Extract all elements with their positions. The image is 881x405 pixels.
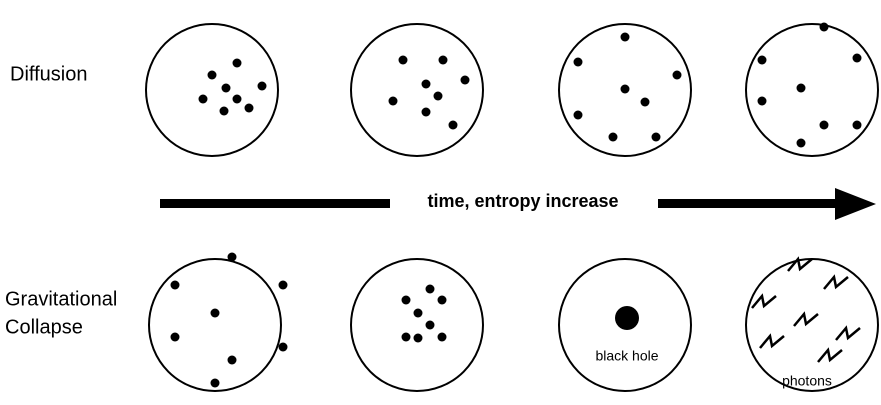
photon <box>823 274 849 290</box>
dot <box>620 32 630 42</box>
black-hole <box>615 306 639 330</box>
dot <box>232 94 242 104</box>
dot <box>573 57 583 67</box>
row-label: Diffusion <box>10 63 87 85</box>
dot <box>460 75 470 85</box>
dot <box>401 295 411 305</box>
dot <box>198 94 208 104</box>
dot <box>852 120 862 130</box>
dot <box>421 79 431 89</box>
photon <box>835 325 861 341</box>
photon <box>793 311 819 327</box>
annotation: black hole <box>595 348 658 364</box>
circle <box>558 23 692 157</box>
dot <box>413 308 423 318</box>
dot <box>438 55 448 65</box>
dot <box>170 332 180 342</box>
circle <box>745 258 879 392</box>
dot <box>672 70 682 80</box>
dot <box>210 378 220 388</box>
arrow-label: time, entropy increase <box>427 191 618 211</box>
dot <box>227 252 237 262</box>
dot <box>244 103 254 113</box>
photon <box>817 347 843 363</box>
dot <box>388 96 398 106</box>
dot <box>757 96 767 106</box>
dot <box>398 55 408 65</box>
dot <box>796 138 806 148</box>
dot <box>437 332 447 342</box>
circle <box>148 258 282 392</box>
dot <box>210 308 220 318</box>
dot <box>425 284 435 294</box>
dot <box>232 58 242 68</box>
dot <box>640 97 650 107</box>
dot <box>425 320 435 330</box>
dot <box>608 132 618 142</box>
row-label: Collapse <box>5 316 83 338</box>
dot <box>437 295 447 305</box>
dot <box>448 120 458 130</box>
circle <box>350 23 484 157</box>
dot <box>573 110 583 120</box>
dot <box>796 83 806 93</box>
dot <box>207 70 217 80</box>
dot <box>819 120 829 130</box>
row-label: Gravitational <box>5 288 117 310</box>
dot <box>651 132 661 142</box>
dot <box>401 332 411 342</box>
dot <box>421 107 431 117</box>
dot <box>620 84 630 94</box>
dot <box>278 342 288 352</box>
circle <box>350 258 484 392</box>
dot <box>757 55 767 65</box>
dot <box>852 53 862 63</box>
dot <box>221 83 231 93</box>
photon <box>759 333 785 349</box>
dot <box>227 355 237 365</box>
photon <box>751 293 777 309</box>
photon <box>787 256 813 272</box>
arrow-shaft <box>160 199 390 208</box>
arrow-shaft <box>658 199 838 208</box>
annotation: photons <box>782 373 832 389</box>
circle <box>745 23 879 157</box>
circle <box>145 23 279 157</box>
dot <box>170 280 180 290</box>
circle <box>558 258 692 392</box>
dot <box>433 91 443 101</box>
dot <box>257 81 267 91</box>
dot <box>413 333 423 343</box>
dot <box>219 106 229 116</box>
arrow-head <box>835 188 876 220</box>
dot <box>278 280 288 290</box>
